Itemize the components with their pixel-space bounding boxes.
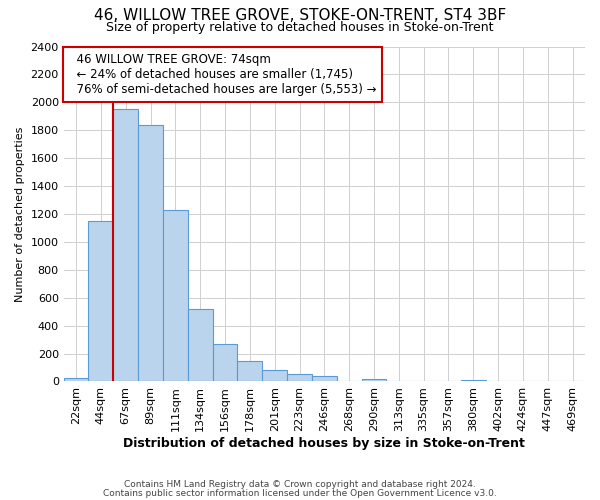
Bar — [163, 210, 188, 382]
Bar — [212, 344, 238, 382]
Text: Contains public sector information licensed under the Open Government Licence v3: Contains public sector information licen… — [103, 488, 497, 498]
Bar — [88, 221, 113, 382]
Text: 46, WILLOW TREE GROVE, STOKE-ON-TRENT, ST4 3BF: 46, WILLOW TREE GROVE, STOKE-ON-TRENT, S… — [94, 8, 506, 22]
Bar — [461, 380, 485, 382]
Text: 46 WILLOW TREE GROVE: 74sqm
  ← 24% of detached houses are smaller (1,745)
  76%: 46 WILLOW TREE GROVE: 74sqm ← 24% of det… — [69, 53, 376, 96]
Text: Size of property relative to detached houses in Stoke-on-Trent: Size of property relative to detached ho… — [106, 21, 494, 34]
Text: Contains HM Land Registry data © Crown copyright and database right 2024.: Contains HM Land Registry data © Crown c… — [124, 480, 476, 489]
X-axis label: Distribution of detached houses by size in Stoke-on-Trent: Distribution of detached houses by size … — [124, 437, 525, 450]
Bar — [262, 370, 287, 382]
Bar — [238, 360, 262, 382]
Y-axis label: Number of detached properties: Number of detached properties — [15, 126, 25, 302]
Bar — [64, 378, 88, 382]
Bar — [312, 376, 337, 382]
Bar — [113, 110, 138, 382]
Bar — [362, 380, 386, 382]
Bar — [138, 124, 163, 382]
Bar — [188, 309, 212, 382]
Bar — [287, 374, 312, 382]
